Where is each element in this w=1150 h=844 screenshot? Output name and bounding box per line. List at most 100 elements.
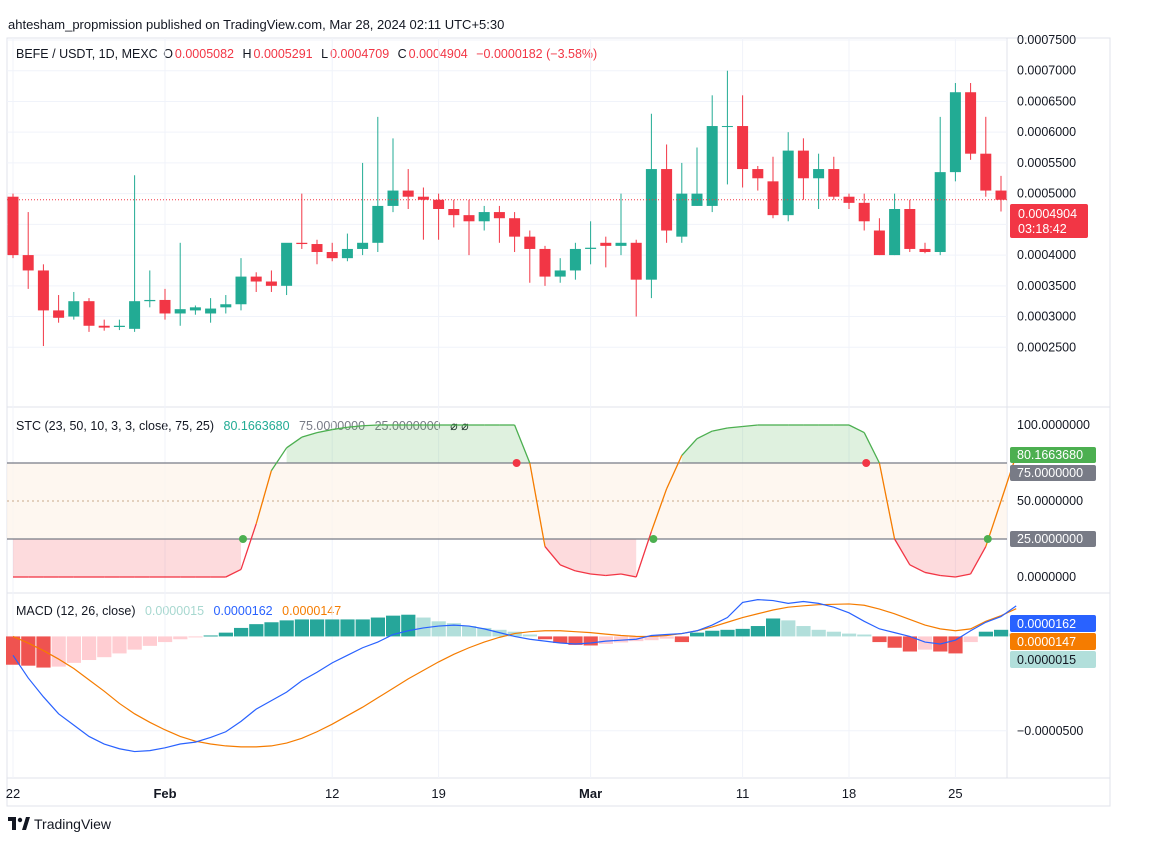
- bar-countdown: 03:18:42: [1018, 222, 1067, 236]
- macd-line-value: 0.0000162: [213, 604, 273, 618]
- stc-line-segment: [894, 538, 911, 566]
- candle-body: [767, 181, 779, 216]
- stc-line-segment: [316, 428, 333, 434]
- candle-body: [889, 209, 901, 256]
- stc-cross-up-dot: [983, 535, 992, 543]
- macd-histogram-bar: [477, 627, 492, 637]
- macd-histogram-bar: [918, 636, 933, 650]
- time-axis-labels: 22 Feb 12 19 Mar 11 18 25: [6, 786, 963, 801]
- price-tick-label: 0.0007000: [1017, 64, 1076, 78]
- candle-body: [645, 169, 657, 280]
- candle-body: [448, 209, 460, 216]
- macd-signal-value: 0.0000147: [282, 604, 342, 618]
- macd-histogram-bar: [36, 636, 51, 668]
- macd-histogram-bar: [142, 636, 157, 646]
- macd-histogram-bar: [355, 619, 370, 637]
- chart-canvas[interactable]: 0.0007500 0.0007000 0.0006500 0.0006000 0.00…: [0, 0, 1150, 812]
- candle-body: [965, 92, 977, 154]
- stc-cross-up-dot: [239, 535, 247, 543]
- high-label: H: [242, 47, 252, 61]
- macd-histogram-bar: [340, 619, 355, 637]
- open-value: 0.0005082: [174, 47, 235, 61]
- stc-oversold-fill: [894, 539, 986, 577]
- macd-histogram-bar: [462, 626, 477, 637]
- candle-body: [600, 242, 612, 246]
- stc-line-segment: [742, 424, 758, 428]
- symbol-label[interactable]: BEFE / USDT, 1D, MEXC: [16, 47, 158, 61]
- candle-body: [357, 242, 369, 249]
- candle-body: [129, 301, 141, 329]
- candle-body: [706, 126, 718, 206]
- stc-line-segment: [529, 462, 546, 547]
- macd-histogram-bar: [553, 636, 568, 644]
- low-label: L: [321, 47, 329, 61]
- candle-body: [721, 126, 733, 128]
- macd-histogram-bar: [66, 636, 81, 663]
- macd-histogram-bar: [750, 626, 765, 637]
- candle-body: [113, 325, 125, 327]
- candle-body: [509, 218, 521, 237]
- stc-overbought-fill: [286, 425, 530, 463]
- candle-body: [174, 309, 186, 314]
- macd-hist-value: 0.0000015: [144, 604, 205, 618]
- price-tick-label: 0.0006000: [1017, 125, 1076, 139]
- macd-histogram-bar: [188, 636, 203, 638]
- last-price-value: 0.0004904: [1018, 207, 1077, 221]
- candle-body: [737, 126, 749, 170]
- stc-tick-label: 100.0000000: [1017, 418, 1090, 432]
- stc-line-segment: [955, 573, 971, 578]
- stc-line-segment: [681, 438, 698, 456]
- candle-body: [661, 169, 673, 231]
- macd-histogram-bar: [218, 632, 233, 637]
- candle-body: [22, 255, 34, 271]
- stc-line-segment: [270, 447, 288, 471]
- stc-line-segment: [863, 432, 880, 464]
- candle-body: [205, 308, 217, 314]
- price-tick-label: 0.0004000: [1017, 248, 1076, 262]
- candle-body: [554, 270, 566, 277]
- candle-body: [68, 301, 80, 317]
- stc-na-values: ⌀ ⌀: [450, 419, 469, 433]
- macd-histogram-bar: [690, 632, 705, 637]
- macd-histogram-bar: [766, 618, 781, 637]
- candle-body: [539, 248, 551, 277]
- macd-tick-label: −0.0000500: [1017, 724, 1083, 738]
- candle-body: [265, 281, 277, 286]
- stc-tick-label: 50.0000000: [1017, 494, 1083, 508]
- candle-body: [797, 150, 809, 179]
- macd-histogram-bar: [325, 619, 340, 637]
- candle-body: [220, 304, 232, 308]
- publish-attribution: ahtesham_propmission published on Tradin…: [8, 17, 505, 32]
- candle-body: [250, 276, 262, 282]
- stc-line-segment: [286, 436, 303, 449]
- stc-line-segment: [696, 430, 713, 440]
- tradingview-logo[interactable]: TradingView: [8, 816, 111, 832]
- stc-oversold-fill: [545, 539, 637, 577]
- candle-body: [53, 310, 65, 318]
- macd-histogram-bar: [82, 636, 97, 661]
- macd-histogram-bar: [614, 636, 629, 643]
- grid-lines: [7, 38, 1007, 778]
- macd-name[interactable]: MACD (12, 26, close): [16, 604, 136, 618]
- tradingview-logo-text: TradingView: [34, 816, 112, 832]
- candle-body: [326, 252, 338, 259]
- macd-signal-badge: 0.0000147: [1010, 633, 1096, 650]
- macd-histogram-bar: [538, 636, 553, 640]
- macd-histogram-bar: [826, 631, 841, 637]
- stc-overbought-fill: [681, 425, 880, 463]
- time-tick-label: 22: [6, 786, 20, 801]
- macd-histogram-bar: [127, 636, 142, 650]
- macd-histogram-bar: [887, 636, 902, 648]
- macd-histogram-bar: [97, 636, 112, 658]
- change-value: −0.0000182 (−3.58%): [476, 47, 598, 61]
- stc-tick-label: 0.0000000: [1017, 570, 1076, 584]
- macd-histogram-bar: [796, 626, 811, 637]
- stc-line-segment: [362, 424, 378, 427]
- macd-histogram-bar: [522, 634, 537, 637]
- chart-frame: [6, 37, 1111, 807]
- last-price-badge: 0.0004904 03:18:42: [1010, 204, 1088, 238]
- macd-legend: MACD (12, 26, close) 0.0000015 0.0000162…: [16, 604, 343, 618]
- macd-series: [6, 599, 1024, 753]
- candle-body: [387, 190, 399, 206]
- candle-body: [189, 307, 201, 311]
